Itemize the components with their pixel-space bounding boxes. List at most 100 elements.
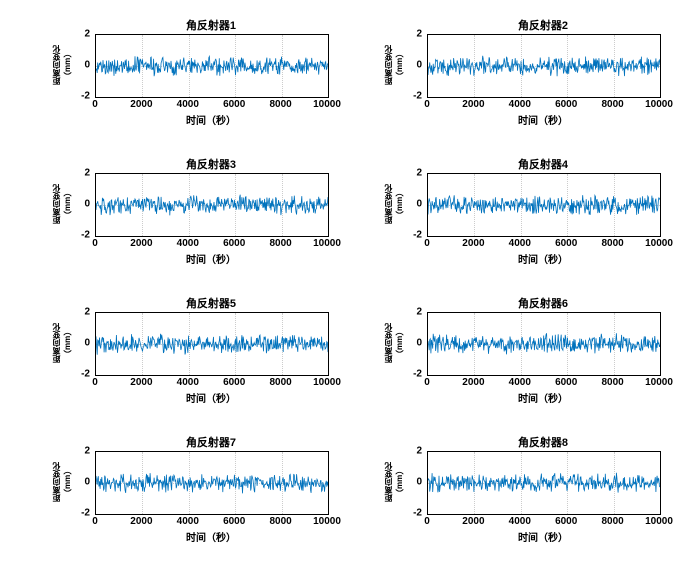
x-tick-label: 8000 — [269, 377, 291, 388]
subplot-4: 角反射器4时间（秒）距离向变化（mm）020004000600080001000… — [427, 173, 659, 235]
x-axis-label: 时间（秒） — [427, 251, 659, 266]
noise-line — [96, 174, 328, 236]
x-tick-label: 4000 — [509, 516, 531, 527]
x-tick-label: 2000 — [130, 377, 152, 388]
y-tick-label: -2 — [81, 91, 90, 102]
x-tick-label: 4000 — [509, 99, 531, 110]
subplot-5: 角反射器5时间（秒）距离向变化（mm）020004000600080001000… — [95, 312, 327, 374]
x-tick-label: 0 — [424, 516, 430, 527]
x-tick-label: 0 — [424, 99, 430, 110]
y-axis-label: 距离向变化（mm） — [383, 173, 405, 235]
y-tick-label: 0 — [84, 60, 90, 71]
y-tick-label: 0 — [84, 338, 90, 349]
x-tick-label: 4000 — [177, 377, 199, 388]
x-tick-label: 8000 — [269, 516, 291, 527]
y-tick-label: 0 — [416, 199, 422, 210]
x-tick-label: 6000 — [555, 238, 577, 249]
x-tick-label: 0 — [92, 516, 98, 527]
y-tick-label: -2 — [413, 230, 422, 241]
x-tick-label: 10000 — [645, 99, 673, 110]
plot-area — [427, 312, 661, 376]
x-tick-label: 8000 — [601, 516, 623, 527]
subplot-title: 角反射器5 — [95, 295, 327, 311]
y-axis-label: 距离向变化（mm） — [383, 34, 405, 96]
plot-area — [427, 34, 661, 98]
y-tick-label: 2 — [416, 29, 422, 40]
x-tick-label: 10000 — [645, 377, 673, 388]
x-tick-label: 0 — [424, 238, 430, 249]
x-tick-label: 2000 — [130, 238, 152, 249]
x-axis-label: 时间（秒） — [95, 112, 327, 127]
y-tick-label: 2 — [416, 446, 422, 457]
noise-line — [428, 452, 660, 514]
y-tick-label: 2 — [84, 29, 90, 40]
plot-area — [427, 451, 661, 515]
x-axis-label: 时间（秒） — [95, 251, 327, 266]
x-tick-label: 0 — [424, 377, 430, 388]
noise-line — [96, 35, 328, 97]
y-tick-label: -2 — [413, 369, 422, 380]
x-tick-label: 10000 — [313, 516, 341, 527]
x-tick-label: 6000 — [555, 516, 577, 527]
x-tick-label: 2000 — [462, 238, 484, 249]
x-tick-label: 8000 — [601, 99, 623, 110]
subplot-6: 角反射器6时间（秒）距离向变化（mm）020004000600080001000… — [427, 312, 659, 374]
figure: 角反射器1时间（秒）距离向变化（mm）020004000600080001000… — [0, 0, 693, 583]
x-tick-label: 10000 — [313, 99, 341, 110]
x-axis-label: 时间（秒） — [95, 390, 327, 405]
x-tick-label: 6000 — [223, 516, 245, 527]
y-axis-label: 距离向变化（mm） — [383, 312, 405, 374]
x-tick-label: 6000 — [223, 99, 245, 110]
y-tick-label: -2 — [413, 508, 422, 519]
y-tick-label: 0 — [416, 338, 422, 349]
noise-line — [428, 35, 660, 97]
subplot-8: 角反射器8时间（秒）距离向变化（mm）020004000600080001000… — [427, 451, 659, 513]
y-tick-label: 2 — [84, 446, 90, 457]
x-tick-label: 4000 — [509, 238, 531, 249]
noise-line — [428, 174, 660, 236]
y-tick-label: 0 — [84, 199, 90, 210]
subplot-2: 角反射器2时间（秒）距离向变化（mm）020004000600080001000… — [427, 34, 659, 96]
subplot-title: 角反射器1 — [95, 17, 327, 33]
subplot-1: 角反射器1时间（秒）距离向变化（mm）020004000600080001000… — [95, 34, 327, 96]
y-tick-label: -2 — [81, 230, 90, 241]
x-tick-label: 6000 — [555, 99, 577, 110]
x-tick-label: 6000 — [223, 377, 245, 388]
subplot-title: 角反射器8 — [427, 434, 659, 450]
y-axis-label: 距离向变化（mm） — [51, 451, 73, 513]
plot-area — [95, 34, 329, 98]
x-tick-label: 8000 — [269, 99, 291, 110]
y-axis-label: 距离向变化（mm） — [51, 34, 73, 96]
x-tick-label: 0 — [92, 377, 98, 388]
y-tick-label: 2 — [416, 307, 422, 318]
x-tick-label: 4000 — [177, 99, 199, 110]
y-tick-label: 2 — [84, 307, 90, 318]
y-tick-label: 0 — [84, 477, 90, 488]
x-tick-label: 10000 — [313, 377, 341, 388]
plot-area — [95, 451, 329, 515]
y-tick-label: 2 — [416, 168, 422, 179]
y-tick-label: 2 — [84, 168, 90, 179]
subplot-title: 角反射器3 — [95, 156, 327, 172]
x-axis-label: 时间（秒） — [95, 529, 327, 544]
subplot-title: 角反射器4 — [427, 156, 659, 172]
subplot-title: 角反射器2 — [427, 17, 659, 33]
y-tick-label: -2 — [413, 91, 422, 102]
y-axis-label: 距离向变化（mm） — [383, 451, 405, 513]
x-tick-label: 8000 — [601, 377, 623, 388]
x-tick-label: 2000 — [462, 516, 484, 527]
y-axis-label: 距离向变化（mm） — [51, 173, 73, 235]
subplot-title: 角反射器7 — [95, 434, 327, 450]
x-axis-label: 时间（秒） — [427, 112, 659, 127]
x-tick-label: 0 — [92, 99, 98, 110]
noise-line — [96, 452, 328, 514]
y-axis-label: 距离向变化（mm） — [51, 312, 73, 374]
x-tick-label: 10000 — [645, 238, 673, 249]
noise-line — [428, 313, 660, 375]
x-axis-label: 时间（秒） — [427, 529, 659, 544]
x-tick-label: 4000 — [509, 377, 531, 388]
y-tick-label: -2 — [81, 369, 90, 380]
plot-area — [95, 173, 329, 237]
x-tick-label: 6000 — [555, 377, 577, 388]
subplot-3: 角反射器3时间（秒）距离向变化（mm）020004000600080001000… — [95, 173, 327, 235]
